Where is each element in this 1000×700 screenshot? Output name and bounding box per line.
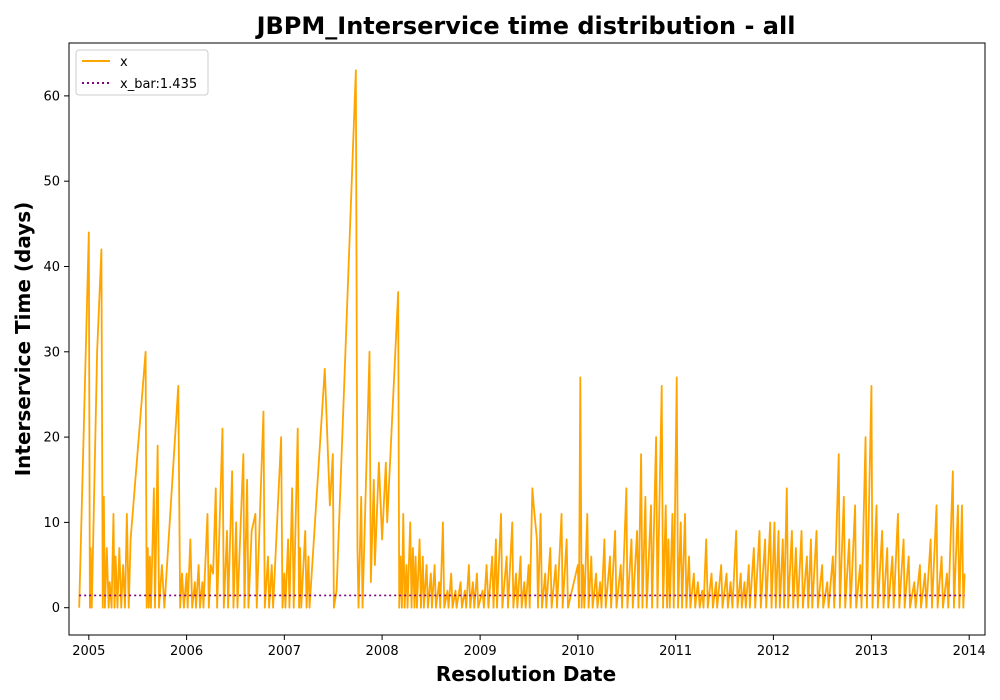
y-tick-label: 20 <box>43 431 60 446</box>
series-line-x <box>78 69 966 609</box>
y-axis: 0 10 20 30 40 50 60 <box>43 89 69 616</box>
legend-label-x: x <box>120 55 128 70</box>
x-axis: 2005 2006 2007 2008 2009 2010 2011 2012 2013 2014 <box>72 635 986 659</box>
y-tick-label: 50 <box>43 175 60 190</box>
x-tick-label: 2007 <box>268 644 301 659</box>
y-axis-title: Interservice Time (days) <box>11 202 35 477</box>
plot-frame <box>68 42 986 636</box>
x-tick-label: 2014 <box>953 644 986 659</box>
x-tick-label: 2012 <box>757 644 790 659</box>
x-tick-label: 2009 <box>464 644 497 659</box>
y-tick-label: 30 <box>43 345 60 360</box>
x-tick-label: 2008 <box>366 644 399 659</box>
x-tick-label: 2013 <box>855 644 888 659</box>
y-tick-label: 40 <box>43 260 60 275</box>
chart-title: JBPM_Interservice time distribution - al… <box>255 12 796 40</box>
x-tick-label: 2010 <box>561 644 594 659</box>
x-tick-label: 2005 <box>72 644 105 659</box>
plot-area <box>78 69 966 609</box>
x-tick-label: 2006 <box>170 644 203 659</box>
y-tick-label: 0 <box>52 601 60 616</box>
legend: x x_bar:1.435 <box>75 49 209 96</box>
y-tick-label: 60 <box>43 89 60 104</box>
legend-label-x-bar: x_bar:1.435 <box>120 77 197 92</box>
x-axis-title: Resolution Date <box>436 662 616 686</box>
x-tick-label: 2011 <box>659 644 692 659</box>
y-tick-label: 10 <box>43 516 60 531</box>
